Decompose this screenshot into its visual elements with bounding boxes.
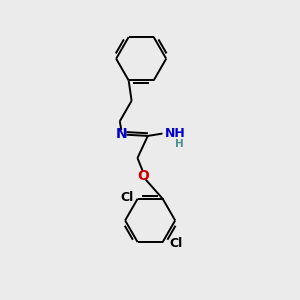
- Text: O: O: [137, 169, 149, 183]
- Text: NH: NH: [165, 127, 185, 140]
- Text: Cl: Cl: [169, 237, 182, 250]
- Text: Cl: Cl: [120, 191, 133, 204]
- Text: N: N: [116, 128, 127, 141]
- Text: H: H: [175, 139, 183, 149]
